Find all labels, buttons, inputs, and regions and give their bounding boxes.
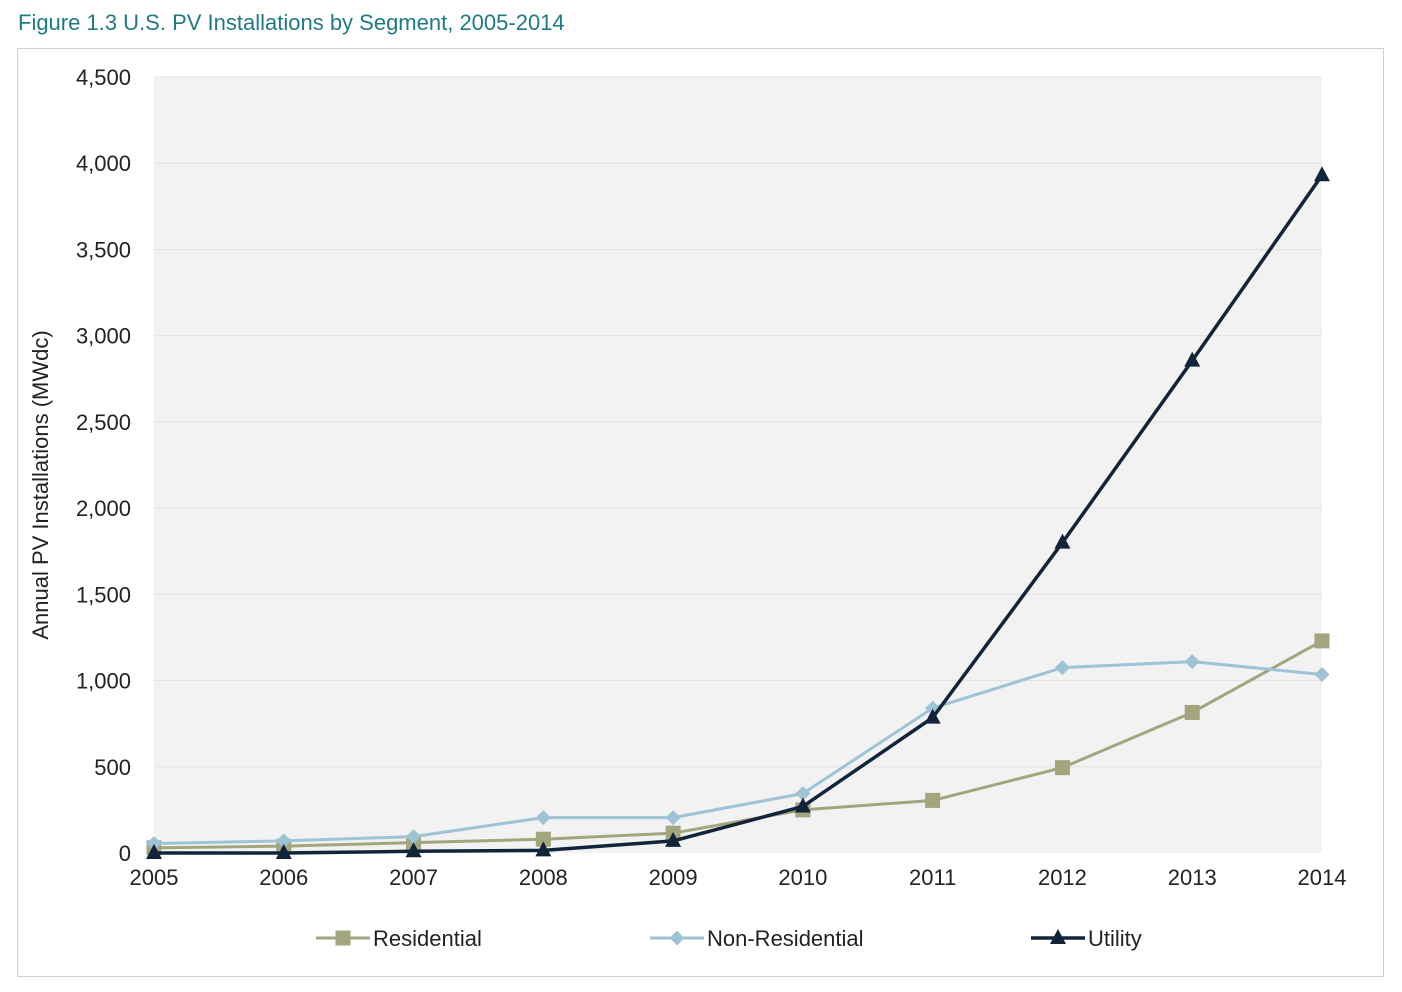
y-tick-label: 1,500 [76, 582, 131, 607]
y-axis-title: Annual PV Installations (MWdc) [28, 330, 53, 639]
data-point-non-residential [1314, 667, 1330, 683]
series-line-utility [154, 174, 1324, 855]
x-tick-label: 2007 [389, 865, 438, 890]
y-tick-label: 2,000 [76, 496, 131, 521]
data-point-utility [1054, 533, 1071, 549]
data-point-utility [405, 842, 422, 858]
y-tick-label: 1,000 [76, 669, 131, 694]
y-tick-label: 4,000 [76, 151, 131, 176]
data-point-utility [146, 844, 162, 859]
data-point-utility [1314, 166, 1330, 182]
x-tick-label: 2011 [909, 865, 956, 890]
legend-marker-residential [335, 930, 351, 946]
y-tick-label: 2,500 [76, 410, 131, 435]
legend-marker-utility [1050, 929, 1066, 944]
y-tick-label: 3,500 [76, 237, 131, 262]
data-point-residential [535, 831, 551, 847]
data-point-utility [535, 841, 552, 857]
x-tick-label: 2006 [259, 865, 308, 890]
data-point-non-residential [146, 836, 162, 852]
legend-label-utility: Utility [1088, 926, 1142, 951]
data-point-utility [1184, 351, 1201, 367]
data-point-residential [1314, 633, 1330, 649]
y-tick-label: 4,500 [76, 65, 131, 90]
x-tick-label: 2008 [519, 865, 568, 890]
legend-label-non-residential: Non-Residential [707, 926, 864, 951]
data-point-non-residential [665, 810, 681, 826]
x-tick-label: 2009 [649, 865, 698, 890]
figure-title: Figure 1.3 U.S. PV Installations by Segm… [18, 10, 565, 35]
x-tick-label: 2005 [130, 865, 179, 890]
legend-label-residential: Residential [373, 926, 482, 951]
data-point-utility [794, 797, 811, 813]
chart-frame [17, 48, 1384, 977]
data-point-non-residential [1054, 660, 1070, 676]
y-tick-label: 3,000 [76, 324, 131, 349]
data-point-utility [924, 708, 941, 724]
x-tick-label: 2012 [1038, 865, 1087, 890]
plot-area [154, 77, 1322, 853]
x-tick-label: 2010 [778, 865, 827, 890]
data-point-non-residential [276, 833, 292, 849]
y-tick-label: 500 [94, 755, 131, 780]
data-point-residential [1054, 760, 1070, 776]
series-line-residential [153, 639, 1323, 850]
data-point-non-residential [406, 829, 422, 845]
y-tick-label: 0 [119, 841, 131, 866]
x-tick-label: 2013 [1168, 865, 1217, 890]
x-tick-label: 2014 [1298, 865, 1347, 890]
data-point-residential [1184, 704, 1200, 720]
data-point-non-residential [535, 810, 551, 826]
series-line-non-residential [153, 660, 1323, 846]
data-point-residential [925, 792, 941, 808]
data-point-utility [275, 844, 292, 859]
legend-marker-non-residential [669, 930, 685, 946]
data-point-non-residential [795, 786, 811, 802]
data-point-utility [665, 831, 682, 847]
data-point-non-residential [1184, 654, 1200, 670]
